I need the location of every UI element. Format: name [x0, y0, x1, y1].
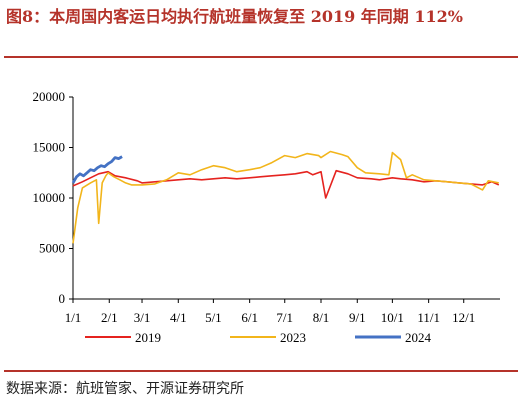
legend-label-2023: 2023 [280, 330, 306, 345]
x-tick-label: 4/1 [170, 310, 187, 325]
title-rule [4, 56, 518, 58]
y-tick-label: 5000 [39, 241, 65, 256]
x-tick-label: 1/1 [65, 310, 82, 325]
series-line-2023 [72, 150, 499, 244]
x-tick-label: 10/1 [381, 310, 404, 325]
x-tick-label: 2/1 [101, 310, 118, 325]
y-tick-label: 15000 [33, 140, 66, 155]
series-line-2019 [72, 169, 500, 199]
y-tick-label: 20000 [33, 89, 66, 104]
source-note: 数据来源：航班管家、开源证券研究所 [6, 381, 244, 397]
x-tick-label: 3/1 [134, 310, 151, 325]
y-tick-label: 10000 [33, 190, 66, 205]
x-tick-label: 7/1 [276, 310, 293, 325]
series-line-2024 [71, 155, 123, 184]
x-tick-label: 11/1 [417, 310, 440, 325]
legend-label-2019: 2019 [135, 330, 161, 345]
legend-label-2024: 2024 [405, 330, 432, 345]
chart-legend: 2019 2023 2024 [85, 330, 432, 345]
source-rule [4, 370, 518, 372]
chart-series [71, 150, 500, 244]
x-tick-label: 6/1 [241, 310, 258, 325]
chart-axes: 0 5000 10000 15000 20000 1/1 2/1 3/1 4/1 5/1 6/1 7/… [33, 89, 500, 325]
y-tick-label: 0 [59, 291, 66, 306]
x-tick-label: 12/1 [452, 310, 475, 325]
x-tick-label: 8/1 [313, 310, 330, 325]
x-tick-label: 9/1 [349, 310, 366, 325]
line-chart: 0 5000 10000 15000 20000 1/1 2/1 3/1 4/1 5/1 6/1 7/… [33, 89, 500, 345]
figure-title: 图8：本周国内客运日均执行航班量恢复至 2019 年同期 112% [6, 7, 463, 26]
x-tick-label: 5/1 [205, 310, 222, 325]
